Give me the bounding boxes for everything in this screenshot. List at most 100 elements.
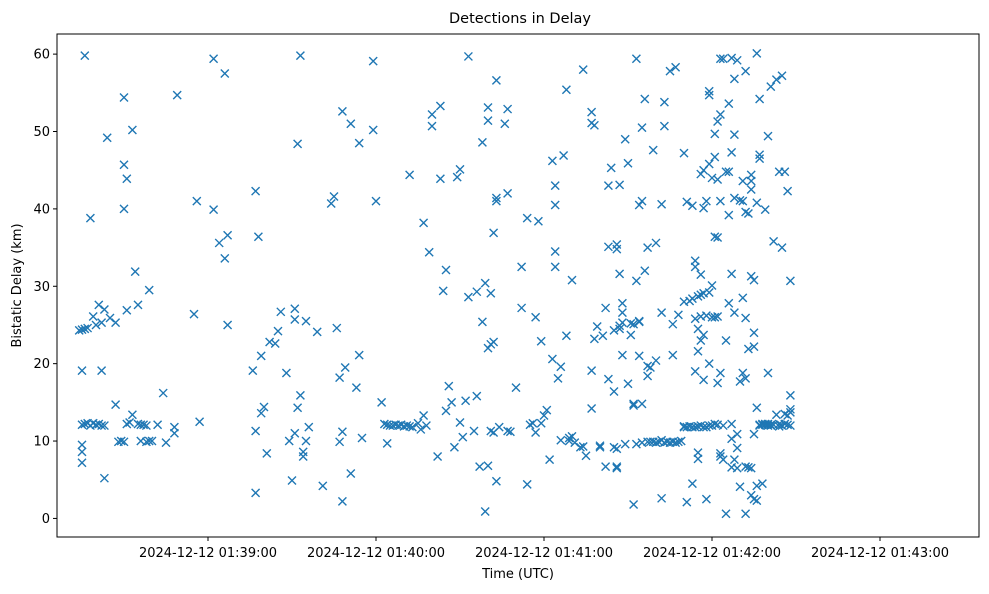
data-point — [629, 399, 639, 409]
data-point — [483, 103, 493, 113]
data-point — [377, 397, 387, 407]
data-point — [771, 75, 781, 85]
data-point — [477, 137, 487, 147]
data-point — [298, 452, 308, 462]
data-point — [382, 438, 392, 448]
data-point — [550, 181, 560, 191]
data-point — [785, 404, 795, 414]
data-point — [615, 324, 625, 334]
data-point — [77, 366, 87, 376]
data-point — [777, 243, 787, 253]
data-point — [531, 312, 541, 322]
data-point — [354, 138, 364, 148]
data-point — [550, 200, 560, 210]
data-point — [715, 196, 725, 206]
data-point — [729, 308, 739, 318]
data-point — [682, 497, 692, 507]
data-point — [701, 311, 711, 321]
data-point — [461, 396, 471, 406]
data-point — [651, 438, 661, 448]
data-point — [262, 448, 272, 458]
data-point — [141, 421, 151, 431]
data-point — [542, 405, 552, 415]
data-point — [290, 304, 300, 314]
data-point — [710, 232, 720, 242]
data-point — [637, 399, 647, 409]
data-point — [713, 116, 723, 126]
data-point — [690, 422, 700, 432]
data-point — [567, 275, 577, 285]
data-point — [749, 328, 759, 338]
data-point — [220, 253, 230, 263]
data-point — [640, 266, 650, 276]
data-point — [444, 381, 454, 391]
data-point — [405, 421, 415, 431]
data-point — [752, 481, 762, 491]
data-point — [301, 436, 311, 446]
data-point — [713, 233, 723, 243]
data-point — [83, 323, 93, 333]
data-point — [707, 281, 717, 290]
data-point — [405, 170, 415, 180]
data-point — [536, 336, 546, 346]
data-point — [735, 195, 745, 205]
data-point — [77, 420, 87, 430]
data-point — [637, 123, 647, 133]
data-point — [503, 104, 513, 114]
data-point — [413, 418, 423, 428]
data-point — [116, 436, 126, 446]
data-point — [687, 479, 697, 489]
data-point — [755, 150, 765, 160]
data-point — [718, 455, 728, 465]
data-point — [746, 271, 756, 281]
x-tick-label: 2024-12-12 01:39:00 — [139, 546, 277, 561]
data-point — [629, 500, 639, 509]
x-axis: 2024-12-12 01:39:00 2024-12-12 01:40:00 20… — [139, 537, 949, 561]
data-point — [701, 196, 711, 206]
data-point — [693, 454, 703, 464]
data-point — [332, 323, 342, 333]
data-point — [713, 174, 723, 184]
data-point — [763, 131, 773, 141]
data-point — [587, 366, 597, 376]
data-point — [752, 496, 762, 506]
data-point — [718, 421, 728, 431]
data-point — [629, 400, 639, 410]
data-point — [741, 313, 751, 323]
data-point — [489, 228, 499, 238]
data-point — [416, 424, 426, 434]
data-point — [617, 298, 627, 308]
data-point — [668, 350, 678, 360]
data-point — [623, 379, 633, 389]
data-point — [326, 198, 336, 208]
data-point — [153, 420, 163, 430]
data-point — [671, 438, 681, 448]
data-point — [721, 335, 731, 345]
data-point — [735, 482, 745, 492]
data-point — [536, 418, 546, 428]
data-point — [295, 51, 305, 61]
data-point — [340, 363, 350, 373]
data-point — [643, 243, 653, 253]
data-point — [463, 292, 473, 302]
data-point — [318, 481, 328, 491]
data-point — [749, 275, 759, 285]
data-point — [505, 427, 515, 437]
data-point — [729, 193, 739, 203]
data-point — [503, 188, 513, 198]
data-point — [276, 307, 286, 317]
data-point — [545, 455, 555, 465]
data-point — [713, 378, 723, 388]
data-point — [710, 152, 720, 162]
data-point — [441, 265, 451, 275]
data-point — [704, 90, 714, 100]
data-point — [699, 330, 709, 340]
data-point — [757, 479, 767, 489]
data-point — [780, 419, 790, 429]
data-point — [612, 444, 622, 454]
data-point — [99, 304, 109, 314]
data-point — [620, 439, 630, 449]
data-point — [427, 109, 437, 119]
data-point — [699, 422, 709, 432]
data-point — [447, 397, 457, 407]
